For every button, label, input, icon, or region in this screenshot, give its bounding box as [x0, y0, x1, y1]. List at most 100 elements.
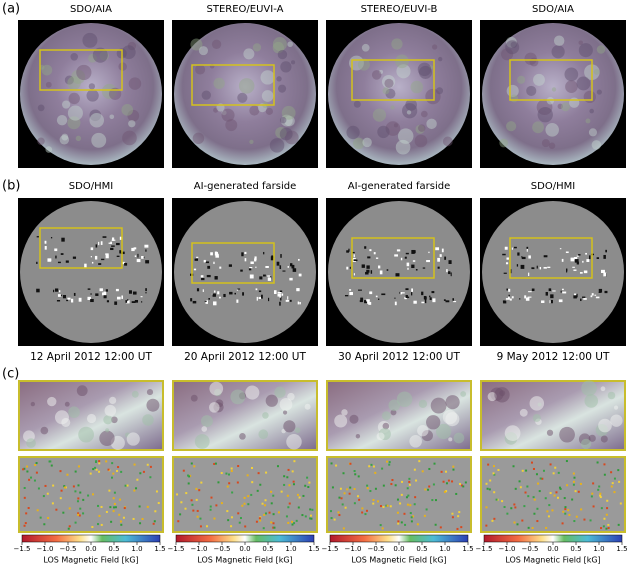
- field-speck: [291, 523, 294, 526]
- magnetic-speck: [527, 296, 532, 298]
- magnetic-speck: [422, 267, 426, 269]
- magnetic-speck: [506, 288, 508, 291]
- magnetic-speck: [412, 260, 416, 262]
- magnetic-speck: [145, 288, 147, 292]
- euv-loop: [428, 65, 433, 70]
- field-speck: [427, 488, 430, 491]
- magnetic-speck: [98, 263, 102, 265]
- field-speck: [338, 514, 341, 517]
- zoom-loop: [504, 425, 521, 442]
- field-speck: [603, 463, 606, 466]
- region-box: [191, 64, 275, 106]
- magnetic-speck: [145, 260, 150, 264]
- magnetic-speck: [379, 270, 383, 275]
- zoom-loop: [499, 390, 506, 397]
- euv-loop: [67, 116, 81, 130]
- field-speck: [123, 507, 126, 510]
- field-speck: [287, 506, 290, 509]
- field-speck: [238, 521, 241, 524]
- magnetic-speck: [128, 290, 132, 294]
- field-speck: [146, 463, 149, 466]
- field-speck: [414, 496, 417, 499]
- image-title: AI-generated farside: [194, 181, 296, 192]
- magnetic-speck: [54, 248, 58, 252]
- field-speck: [228, 473, 231, 476]
- euv-loop: [71, 69, 86, 84]
- colorbar-tick-label: 1.0: [439, 545, 450, 553]
- euv-loop: [86, 89, 99, 102]
- field-speck: [546, 510, 549, 513]
- field-speck: [283, 475, 286, 478]
- field-speck: [77, 512, 80, 515]
- zoom-loop: [142, 414, 154, 426]
- magnetic-speck: [365, 271, 369, 275]
- euv-loop: [121, 45, 136, 60]
- field-speck: [119, 498, 122, 501]
- field-speck: [485, 524, 488, 527]
- field-speck: [196, 515, 199, 518]
- magnetic-speck: [102, 236, 107, 238]
- colorbar-tick-label: 0.0: [85, 545, 96, 553]
- zoom-loop: [610, 414, 623, 427]
- field-speck: [357, 475, 360, 478]
- colorbar: [483, 534, 623, 543]
- field-speck: [198, 489, 201, 492]
- field-speck: [295, 519, 298, 522]
- euv-loop: [76, 64, 92, 81]
- field-speck: [573, 520, 576, 523]
- magnetic-speck: [370, 270, 373, 274]
- field-speck: [23, 467, 26, 470]
- field-speck: [94, 466, 97, 469]
- field-speck: [210, 496, 213, 499]
- magnetic-speck: [124, 262, 128, 266]
- field-speck: [25, 512, 28, 515]
- field-speck: [133, 489, 136, 492]
- euv-loop: [249, 105, 260, 116]
- magnetic-speck: [580, 298, 582, 302]
- panel-label: (b): [2, 179, 20, 194]
- field-speck: [613, 491, 616, 494]
- magnetic-speck: [360, 297, 364, 301]
- field-speck: [374, 487, 377, 490]
- field-speck: [545, 526, 548, 529]
- field-speck: [574, 490, 577, 493]
- field-speck: [523, 505, 526, 508]
- euv-loop: [280, 61, 292, 73]
- field-speck: [226, 510, 229, 513]
- field-speck: [220, 472, 223, 475]
- euv-loop: [353, 100, 361, 108]
- field-speck: [205, 525, 208, 528]
- colorbar-tick-label: 1.0: [131, 545, 142, 553]
- magnetic-speck: [36, 288, 40, 293]
- field-speck: [79, 491, 82, 494]
- magnetic-speck: [444, 256, 447, 260]
- field-speck: [187, 482, 190, 485]
- magnetic-speck: [280, 296, 282, 301]
- magnetic-speck: [352, 251, 355, 254]
- magnetic-speck: [516, 264, 519, 267]
- magnetic-speck: [207, 265, 211, 269]
- magnetic-speck: [57, 294, 61, 297]
- field-speck: [390, 483, 393, 486]
- magnetic-speck: [277, 293, 281, 297]
- field-speck: [506, 512, 509, 515]
- magnetic-speck: [236, 299, 239, 303]
- euv-loop: [529, 57, 539, 67]
- magnetic-speck: [56, 300, 61, 302]
- field-speck: [243, 496, 246, 499]
- field-speck: [113, 506, 116, 509]
- euv-loop: [64, 75, 74, 85]
- magnetic-speck: [394, 297, 396, 299]
- magnetic-speck: [503, 272, 507, 274]
- zoom-loop: [418, 399, 428, 409]
- field-speck: [353, 487, 356, 490]
- field-speck: [250, 466, 253, 469]
- field-speck: [72, 485, 75, 488]
- magnetic-speck: [445, 300, 450, 303]
- magnetic-speck: [289, 277, 293, 281]
- magnetic-speck: [121, 295, 123, 299]
- field-speck: [521, 519, 524, 522]
- zoom-loop: [30, 401, 36, 407]
- magnetic-speck: [111, 245, 115, 247]
- field-speck: [187, 474, 190, 477]
